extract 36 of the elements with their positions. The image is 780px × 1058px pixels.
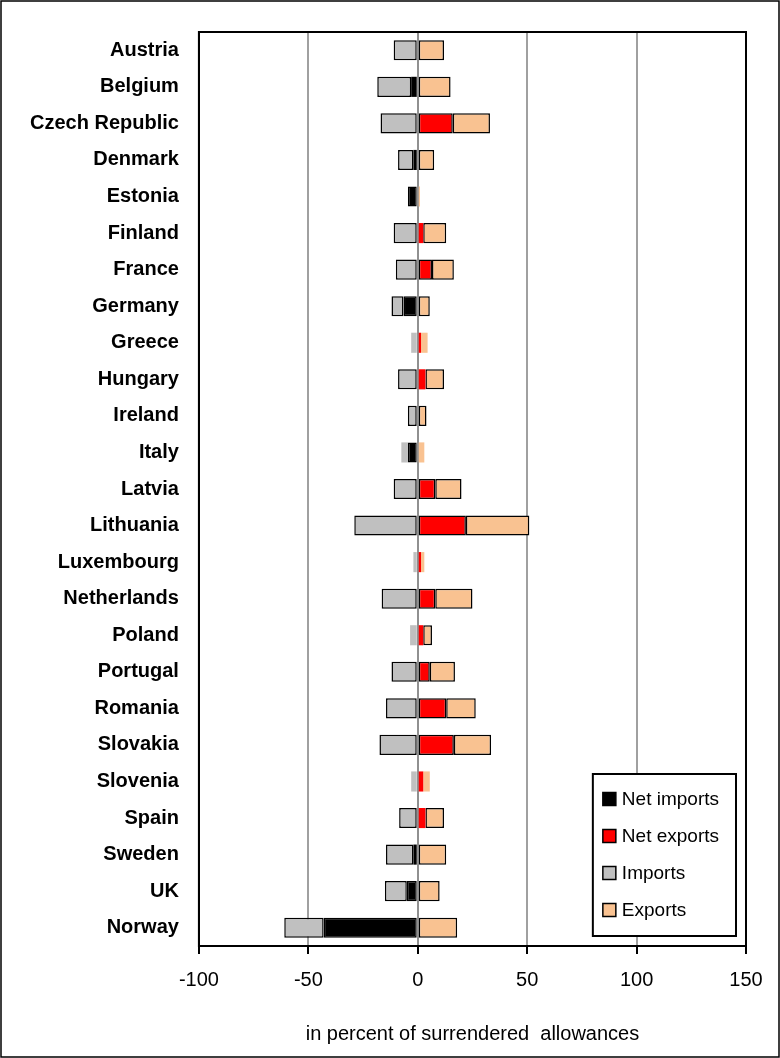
y-tick-label: Ireland bbox=[113, 403, 179, 426]
y-tick-label: Italy bbox=[138, 439, 180, 462]
legend-label: Exports bbox=[621, 898, 687, 920]
y-tick-label: Norway bbox=[106, 915, 180, 938]
y-tick-label: Romania bbox=[94, 695, 180, 718]
y-tick-label: Greece bbox=[111, 330, 179, 353]
y-tick-label: Poland bbox=[112, 622, 179, 645]
y-tick-label: Slovenia bbox=[96, 769, 180, 791]
y-tick-label: Hungary bbox=[97, 366, 180, 389]
y-tick-label: Luxembourg bbox=[57, 549, 179, 572]
y-tick-label: Netherlands bbox=[63, 586, 179, 609]
y-tick-label: Slovakia bbox=[97, 732, 180, 755]
y-tick-label: Finland bbox=[107, 220, 179, 243]
y-tick-label: Sweden bbox=[103, 842, 179, 865]
x-tick-label: 50 bbox=[516, 967, 539, 990]
y-tick-label: Lithuania bbox=[90, 513, 180, 536]
y-tick-label: Belgium bbox=[100, 74, 179, 97]
x-tick-label: -50 bbox=[293, 967, 323, 990]
x-tick-label: 0 bbox=[412, 967, 424, 990]
y-tick-label: UK bbox=[150, 878, 180, 901]
legend-label: Imports bbox=[621, 861, 686, 883]
y-tick-label: Germany bbox=[92, 293, 180, 316]
x-tick-label: 100 bbox=[619, 967, 654, 990]
y-tick-label: Portugal bbox=[97, 659, 179, 682]
legend-label: Net exports bbox=[621, 824, 719, 846]
y-tick-label: Czech Republic bbox=[29, 110, 179, 133]
y-tick-label: Denmark bbox=[93, 147, 180, 170]
x-axis-title: in percent of surrendered allowances bbox=[305, 1021, 640, 1044]
y-tick-label: Latvia bbox=[121, 476, 180, 499]
y-tick-label: Austria bbox=[110, 37, 180, 60]
x-tick-label: 150 bbox=[729, 967, 763, 990]
legend-label: Net imports bbox=[621, 787, 719, 809]
y-tick-label: Estonia bbox=[106, 184, 180, 207]
y-tick-label: France bbox=[113, 257, 179, 280]
x-tick-label: -100 bbox=[178, 967, 219, 990]
y-tick-label: Spain bbox=[124, 805, 179, 828]
